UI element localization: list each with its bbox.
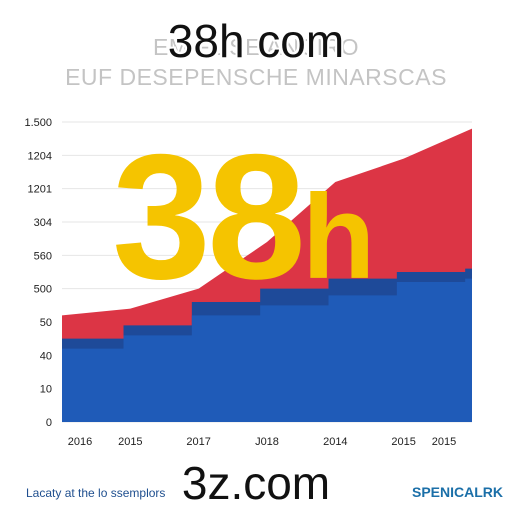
area-series-blue-light: [62, 278, 472, 422]
y-tick-label: 1204: [28, 150, 52, 162]
x-axis-ticks: 2016 2015 2017 J018 2014 2015 2015: [68, 436, 456, 448]
x-tick-label: 2014: [323, 436, 347, 448]
watermark-overlay-small: h: [302, 170, 376, 304]
chart-title-line-1: EM FL SE ANCIRO: [152, 34, 360, 60]
x-tick-label: 2016: [68, 436, 92, 448]
watermark-top: 38h com: [167, 15, 345, 67]
footer-caption: Lacaty at the lo ssemplors: [26, 486, 166, 500]
y-tick-label: 10: [40, 384, 52, 396]
x-tick-label: J018: [255, 436, 279, 448]
y-tick-label: 304: [34, 217, 52, 229]
y-tick-label: 50: [40, 317, 52, 329]
y-axis-ticks: 0 10 40 50 500 560 304 1201 1204 1.500: [24, 117, 52, 429]
y-tick-label: 1201: [28, 184, 52, 196]
watermark-bottom: 3z.com: [181, 457, 331, 509]
y-tick-label: 1.500: [24, 117, 52, 129]
y-tick-label: 500: [34, 284, 52, 296]
area-series: [62, 128, 472, 422]
y-tick-label: 0: [46, 417, 52, 429]
x-tick-label: 2015: [391, 436, 415, 448]
y-tick-label: 40: [40, 350, 52, 362]
footer-brand-logo: SPENICALRK: [412, 484, 504, 500]
x-tick-label: 2015: [118, 436, 142, 448]
x-tick-label: 2015: [432, 436, 456, 448]
chart-title-line-2: EUF DESEPENSCHE MINARSCAS: [65, 64, 447, 90]
watermark-overlay-main: 38: [112, 117, 306, 316]
x-tick-label: 2017: [186, 436, 210, 448]
y-tick-label: 560: [34, 250, 52, 262]
watermark-overlay: 38h: [112, 128, 375, 306]
